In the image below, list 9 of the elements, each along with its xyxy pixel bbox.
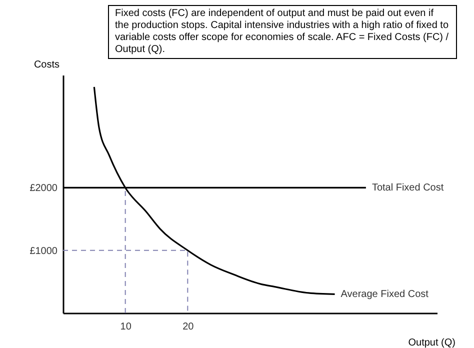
y-tick-label: £1000 (30, 246, 58, 257)
x-tick-label: 10 (120, 322, 132, 332)
series-label: Average Fixed Cost (340, 289, 429, 300)
x-tick-label: 20 (182, 322, 194, 332)
series-label: Total Fixed Cost (372, 182, 444, 194)
chart-title: Fixed costs (FC) are independent of output and must be paid out even if the production stops. Capital intensive industries with a high ratio of fixed to variable costs offer scope for economies of scale. AFC = Fixed Costs (FC) / Output (Q). (108, 5, 457, 59)
y-axis-title: Costs (34, 60, 60, 70)
x-axis-title: Output (Q) (408, 338, 456, 348)
y-tick-label: £2000 (30, 183, 58, 194)
